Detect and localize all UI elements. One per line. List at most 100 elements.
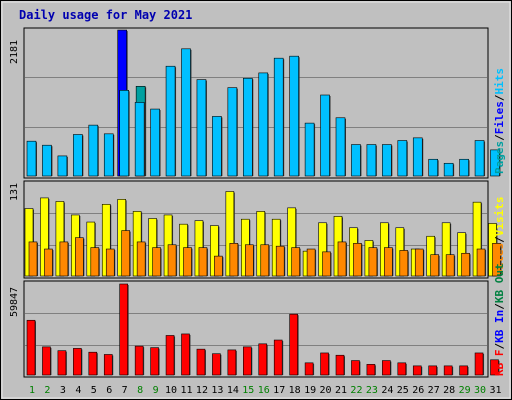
sites-bar (59, 241, 69, 277)
kbf-bar (459, 365, 468, 376)
hits-bar (26, 140, 37, 177)
kbf-bar (134, 345, 144, 376)
sites-bar (322, 251, 331, 277)
hits-bar (243, 77, 253, 177)
x-tick-label: 1 (29, 385, 35, 396)
kb-bars (26, 283, 500, 376)
x-tick-label: 8 (137, 385, 143, 396)
x-tick-label: 27 (428, 385, 440, 396)
sites-bar (275, 245, 285, 277)
hits-bar (335, 117, 346, 177)
sites-bar (183, 247, 192, 277)
sites-bar (492, 243, 501, 277)
hits-bar (289, 55, 299, 177)
x-tick-label: 3 (60, 385, 66, 396)
x-tick-label: 29 (459, 385, 471, 396)
x-tick-label: 11 (180, 385, 192, 396)
hits-bar (119, 90, 129, 177)
kbf-bar (366, 364, 376, 376)
sites-bar (245, 244, 254, 277)
hits-bar (212, 116, 222, 177)
visits-panel (23, 180, 489, 279)
hits-bar (227, 87, 238, 177)
x-tick-label: 31 (489, 385, 501, 396)
x-tick-label: 9 (153, 385, 159, 396)
hits-bar (273, 57, 284, 177)
kbf-bar (428, 365, 438, 376)
x-tick-labels: 1 2 3 4 5 6 7 8 9 10 11 12 13 14 15 16 17 18 19 20 21 22 23 24 2… (29, 385, 502, 396)
kbf-bar (57, 350, 67, 376)
hits-bar (134, 102, 145, 177)
sites-bar (167, 244, 177, 277)
kbf-bar (258, 343, 268, 376)
kbf-bar (351, 360, 360, 376)
hits-bar (165, 65, 176, 177)
hits-bar (320, 94, 330, 177)
sites-bar (476, 248, 486, 277)
sites-bar (353, 243, 362, 277)
sites-bar (337, 241, 347, 277)
hits-ymax-label: 2181 (9, 40, 20, 64)
x-tick-label: 30 (474, 385, 486, 396)
legend-sep-3: / (493, 236, 506, 243)
kbf-bar (88, 351, 98, 376)
kbf-bar (490, 359, 499, 376)
sites-bar (291, 247, 300, 277)
hits-bar (382, 144, 392, 177)
hits-bar (88, 124, 99, 177)
visits-legend: Sites/Visits (493, 197, 506, 277)
hits-bar (443, 162, 454, 177)
x-tick-label: 24 (381, 385, 393, 396)
legend-pages: Pages (493, 141, 506, 174)
hits-bar (351, 144, 361, 177)
x-tick-label: 18 (289, 385, 301, 396)
sites-bar (368, 247, 378, 277)
sites-bar (414, 248, 424, 277)
kbf-bar (119, 283, 128, 376)
kbf-bar (474, 352, 484, 376)
hits-bar (474, 140, 485, 177)
kb-panel (23, 280, 489, 378)
x-tick-label: 15 (242, 385, 254, 396)
x-tick-label: 2 (44, 385, 50, 396)
sites-bar (75, 237, 84, 277)
legend-files: Files (493, 101, 506, 134)
legend-sep-4: / (493, 343, 506, 350)
sites-bar (384, 247, 393, 277)
kbf-bar (73, 348, 82, 376)
hits-bar (490, 149, 500, 177)
kbf-bar (181, 333, 190, 376)
kbf-bar (26, 319, 36, 376)
kbf-bar (42, 346, 51, 376)
hits-bar (459, 158, 469, 177)
x-tick-label: 20 (320, 385, 332, 396)
sites-bar (306, 248, 316, 277)
sites-bar (430, 254, 440, 277)
x-tick-label: 7 (122, 385, 128, 396)
hits-legend: Pages/Files/Hits (493, 68, 506, 174)
kb-ymax-label: 59847 (9, 287, 20, 317)
x-tick-label: 5 (91, 385, 97, 396)
x-tick-label: 4 (75, 385, 81, 396)
kbf-bar (227, 349, 237, 376)
legend-visits: Visits (493, 197, 506, 237)
x-tick-label: 22 (350, 385, 362, 396)
kbf-bar (320, 352, 329, 376)
visits-ymax-label: 131 (9, 183, 20, 201)
hits-panel (23, 27, 489, 179)
legend-sites: Sites (493, 243, 506, 276)
sites-bar (461, 252, 470, 277)
x-tick-label: 19 (304, 385, 316, 396)
legend-sep-5: / (493, 303, 506, 310)
x-tick-label: 16 (258, 385, 270, 396)
hits-bar (42, 144, 52, 177)
kbf-bar (443, 365, 453, 376)
hits-bar (196, 79, 207, 177)
hits-bar (181, 48, 191, 177)
x-tick-label: 14 (227, 385, 239, 396)
kbf-bar (397, 362, 407, 376)
sites-bar (445, 254, 455, 277)
sites-bar (136, 241, 146, 277)
